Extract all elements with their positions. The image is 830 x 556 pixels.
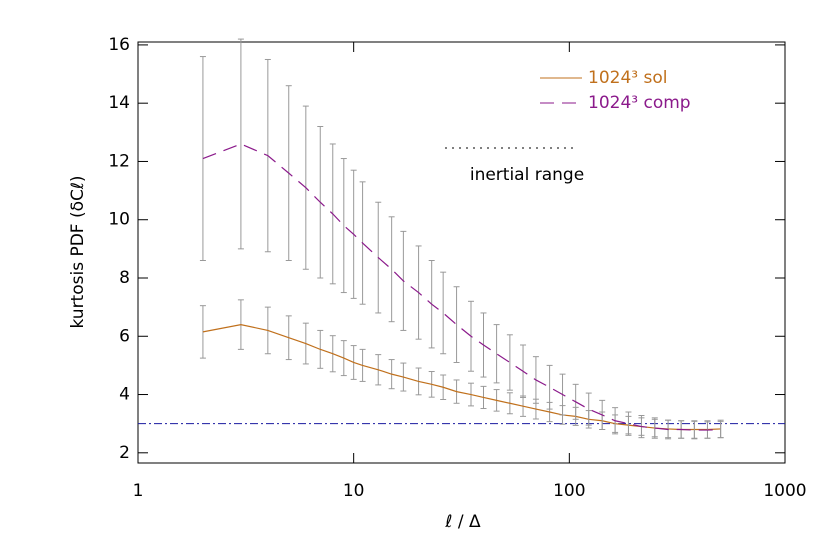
y-tick-label: 14 [108, 93, 130, 113]
y-tick-label: 8 [119, 268, 130, 288]
plot-frame [137, 41, 786, 464]
x-tick-label: 1000 [763, 481, 806, 501]
x-tick-label: 10 [343, 481, 365, 501]
x-tick-label: 1 [133, 481, 144, 501]
legend-label: 1024³ sol [588, 68, 667, 88]
y-tick-label: 4 [119, 385, 130, 405]
x-axis-label: ℓ / Δ [444, 512, 481, 532]
annotation: inertial range [470, 165, 584, 185]
y-tick-label: 2 [119, 443, 130, 463]
y-tick-label: 6 [119, 326, 130, 346]
y-tick-label: 10 [108, 210, 130, 230]
series-line [202, 323, 721, 431]
x-tick-label: 100 [553, 481, 585, 501]
y-tick-label: 16 [108, 35, 130, 55]
y-tick-label: 12 [108, 151, 130, 171]
series-line [202, 143, 721, 431]
legend-label: 1024³ comp [588, 93, 691, 113]
y-axis-label: kurtosis PDF (δCℓ) [68, 175, 88, 328]
